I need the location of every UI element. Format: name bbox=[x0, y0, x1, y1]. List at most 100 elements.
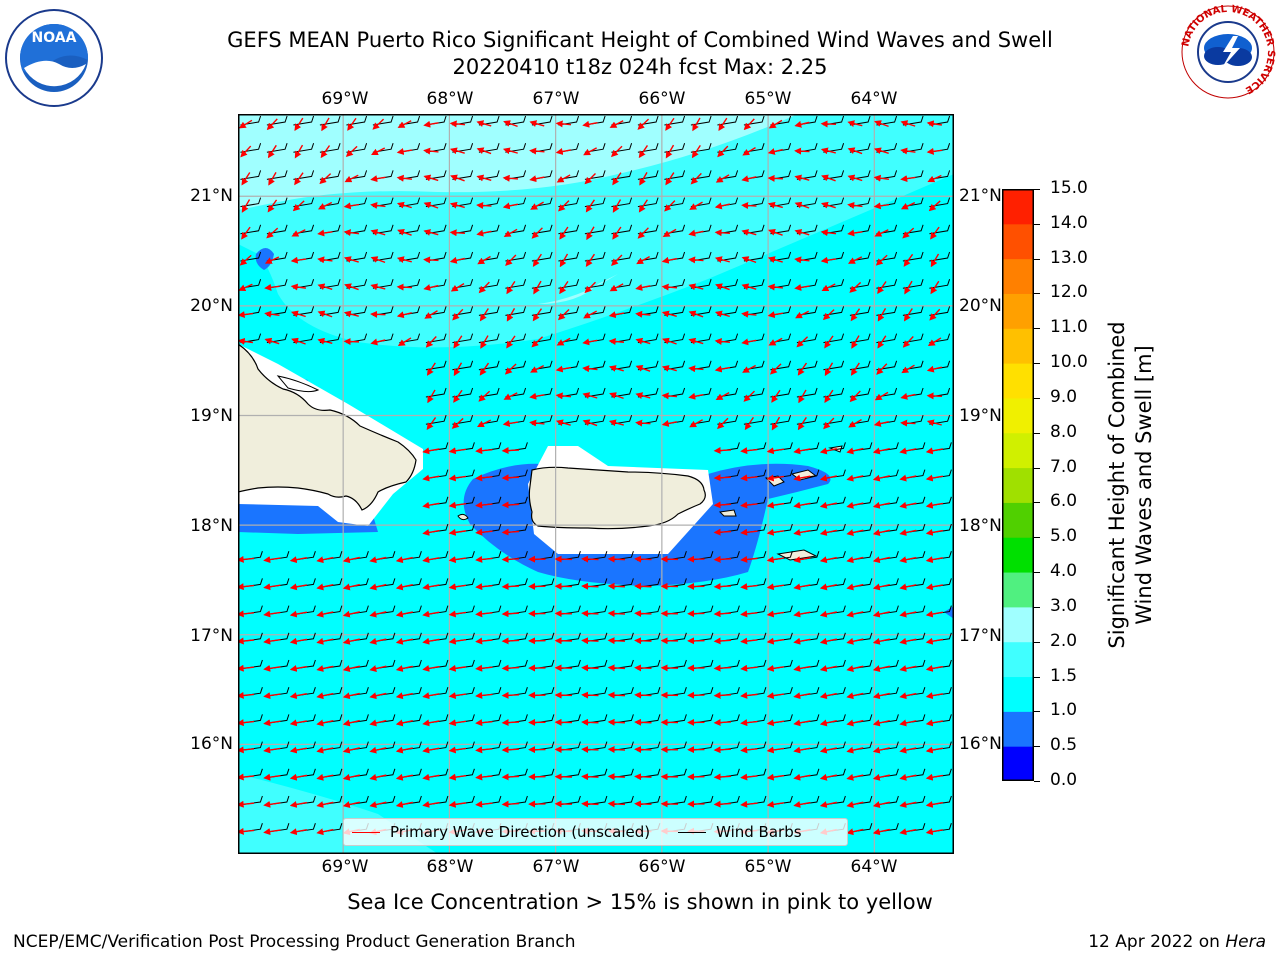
wave-direction-arrow bbox=[238, 827, 255, 835]
wave-direction-arrow bbox=[475, 637, 493, 645]
colorbar-segment bbox=[1002, 537, 1034, 573]
wave-direction-arrow bbox=[925, 474, 943, 482]
wave-direction-arrow bbox=[741, 338, 757, 346]
wave-direction-arrow bbox=[476, 202, 492, 209]
wave-direction-arrow bbox=[342, 746, 360, 754]
wave-direction-arrow bbox=[264, 337, 280, 345]
wave-direction-arrow bbox=[530, 364, 545, 373]
colorbar-tick-mark bbox=[1034, 711, 1040, 713]
wave-direction-arrow bbox=[426, 417, 437, 431]
wave-direction-arrow bbox=[899, 692, 917, 700]
wave-direction-arrow bbox=[634, 582, 652, 590]
wave-direction-arrow bbox=[263, 583, 281, 591]
wave-direction-arrow bbox=[422, 800, 440, 808]
wave-direction-arrow bbox=[263, 664, 281, 672]
chart-subtitle: 20220410 t18z 024h fcst Max: 2.25 bbox=[452, 55, 828, 79]
wave-direction-arrow bbox=[849, 281, 862, 293]
wave-direction-arrow bbox=[820, 147, 836, 155]
wave-direction-arrow bbox=[422, 637, 440, 645]
wave-direction-arrow bbox=[581, 691, 599, 699]
wave-direction-arrow bbox=[715, 174, 730, 183]
wave-direction-arrow bbox=[238, 773, 255, 781]
wave-direction-arrow bbox=[872, 610, 890, 618]
wave-direction-arrow bbox=[448, 583, 467, 591]
wave-direction-arrow bbox=[582, 338, 598, 346]
colorbar-tick-label: 11.0 bbox=[1050, 317, 1088, 338]
wave-direction-arrow bbox=[501, 474, 520, 482]
wave-direction-arrow bbox=[427, 389, 436, 404]
wave-direction-arrow bbox=[582, 120, 598, 128]
wave-direction-arrow bbox=[819, 773, 837, 781]
wave-direction-arrow bbox=[263, 610, 281, 618]
legend-item-barbs: Wind Barbs bbox=[678, 823, 802, 841]
wave-direction-arrow bbox=[634, 745, 652, 753]
wave-direction-arrow bbox=[449, 120, 466, 128]
wave-direction-arrow bbox=[451, 417, 464, 429]
wave-direction-arrow bbox=[559, 281, 569, 295]
wave-direction-arrow bbox=[501, 719, 520, 727]
wave-direction-arrow bbox=[819, 474, 837, 482]
wave-direction-arrow bbox=[557, 309, 570, 321]
wave-direction-arrow bbox=[740, 637, 758, 645]
wave-direction-arrow bbox=[714, 229, 731, 237]
wave-direction-arrow bbox=[503, 392, 518, 400]
wave-direction-arrow bbox=[396, 201, 412, 209]
wave-direction-arrow bbox=[529, 120, 545, 127]
wave-direction-arrow bbox=[743, 390, 755, 402]
colorbar-label: Significant Height of Combined Wind Wave… bbox=[1096, 189, 1166, 781]
wave-direction-arrow bbox=[343, 338, 360, 346]
wave-direction-arrow bbox=[872, 665, 890, 672]
wave-direction-arrow bbox=[899, 501, 917, 509]
wave-direction-arrow bbox=[395, 637, 413, 645]
wave-direction-arrow bbox=[607, 800, 626, 808]
wave-direction-arrow bbox=[819, 447, 837, 455]
wave-direction-arrow bbox=[289, 773, 307, 781]
colorbar-label-line1: Significant Height of Combined bbox=[1105, 321, 1129, 649]
wave-direction-arrow bbox=[925, 773, 943, 781]
wave-direction-arrow bbox=[740, 773, 758, 781]
wave-direction-arrow bbox=[607, 582, 626, 590]
wave-direction-arrow bbox=[872, 746, 890, 754]
wave-direction-arrow bbox=[475, 583, 493, 591]
wave-direction-arrow bbox=[423, 256, 439, 264]
wave-direction-arrow bbox=[903, 308, 913, 322]
wave-direction-arrow bbox=[768, 337, 783, 346]
wave-direction-arrow bbox=[824, 389, 834, 404]
wave-direction-arrow bbox=[794, 147, 810, 155]
wave-direction-arrow bbox=[794, 256, 810, 264]
wave-direction-arrow bbox=[819, 665, 837, 672]
wave-direction-arrow bbox=[609, 120, 624, 128]
wave-direction-arrow bbox=[766, 556, 785, 564]
wave-direction-arrow bbox=[635, 419, 651, 427]
wave-direction-arrow bbox=[713, 610, 732, 618]
wave-direction-arrow bbox=[290, 256, 307, 264]
wave-direction-arrow bbox=[608, 419, 624, 427]
colorbar-tick-label: 12.0 bbox=[1050, 282, 1088, 303]
wave-direction-arrow bbox=[238, 746, 255, 754]
wave-direction-arrow bbox=[661, 310, 677, 318]
wave-direction-arrow bbox=[289, 719, 307, 727]
colorbar-segment bbox=[1002, 711, 1034, 747]
wave-direction-arrow bbox=[241, 226, 251, 240]
wave-direction-arrow bbox=[767, 148, 783, 155]
wave-direction-arrow bbox=[448, 692, 467, 700]
lat-label-left-20n: 20°N bbox=[190, 296, 233, 316]
wave-direction-arrow bbox=[926, 120, 943, 128]
wave-direction-arrow bbox=[850, 362, 860, 376]
wave-direction-arrow bbox=[823, 417, 835, 430]
wave-direction-arrow bbox=[423, 147, 439, 155]
wave-direction-arrow bbox=[664, 200, 676, 212]
colorbar-tick-mark bbox=[1034, 432, 1040, 434]
wave-direction-arrow bbox=[767, 311, 784, 319]
wave-direction-arrow bbox=[422, 447, 440, 455]
wave-direction-arrow bbox=[793, 501, 811, 509]
wave-direction-arrow bbox=[819, 501, 837, 509]
wave-direction-arrow bbox=[422, 474, 440, 482]
wave-direction-arrow bbox=[240, 145, 252, 158]
wave-direction-arrow bbox=[846, 692, 864, 700]
wave-direction-arrow bbox=[343, 256, 359, 263]
wave-direction-arrow bbox=[238, 637, 255, 645]
wave-direction-arrow bbox=[448, 528, 467, 536]
wave-direction-arrow bbox=[925, 501, 943, 509]
wave-direction-arrow bbox=[819, 746, 837, 754]
